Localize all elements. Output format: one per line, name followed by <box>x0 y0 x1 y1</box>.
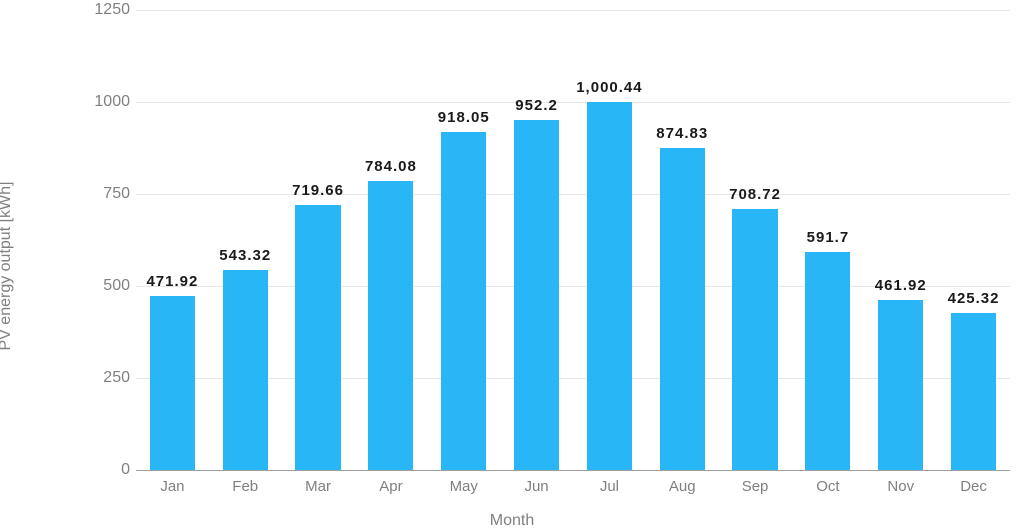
pv-output-bar-chart: PV energy output [kWh] Month 0 250 500 750 1… <box>0 0 1024 532</box>
x-tick-label: Nov <box>887 478 914 495</box>
bar-value-label: 591.7 <box>807 229 850 246</box>
bar <box>951 313 996 470</box>
x-tick-label: Mar <box>305 478 331 495</box>
y-tick-label: 500 <box>80 277 130 295</box>
y-tick-label: 1250 <box>80 1 130 19</box>
bar <box>805 252 850 470</box>
bar-value-label: 461.92 <box>875 277 927 294</box>
bar-slot: 1,000.44Jul <box>573 10 646 470</box>
y-tick-label: 1000 <box>80 93 130 111</box>
bar-value-label: 784.08 <box>365 158 417 175</box>
x-axis-label: Month <box>490 512 534 530</box>
y-tick-label: 250 <box>80 369 130 387</box>
x-tick-label: Aug <box>669 478 696 495</box>
bar-slot: 425.32Dec <box>937 10 1010 470</box>
bar-value-label: 1,000.44 <box>576 79 642 96</box>
bar-value-label: 952.2 <box>515 97 558 114</box>
bar-slot: 461.92Nov <box>864 10 937 470</box>
bar <box>587 102 632 470</box>
x-tick-label: Feb <box>232 478 258 495</box>
baseline <box>136 470 1010 471</box>
y-tick-label: 750 <box>80 185 130 203</box>
bar <box>150 296 195 470</box>
bar-slot: 952.2Jun <box>500 10 573 470</box>
bar-slot: 543.32Feb <box>209 10 282 470</box>
x-tick-label: Dec <box>960 478 987 495</box>
bar <box>878 300 923 470</box>
bar-value-label: 471.92 <box>146 273 198 290</box>
x-tick-label: Jun <box>524 478 548 495</box>
bar <box>441 132 486 470</box>
bar-value-label: 543.32 <box>219 247 271 264</box>
bar-value-label: 874.83 <box>656 125 708 142</box>
x-tick-label: May <box>450 478 478 495</box>
bar-slot: 918.05May <box>427 10 500 470</box>
bar-slot: 471.92Jan <box>136 10 209 470</box>
x-tick-label: Jul <box>600 478 619 495</box>
bar <box>295 205 340 470</box>
bar-slot: 719.66Mar <box>282 10 355 470</box>
bar-value-label: 708.72 <box>729 186 781 203</box>
bar-value-label: 425.32 <box>948 290 1000 307</box>
x-tick-label: Jan <box>160 478 184 495</box>
bars-container: 471.92Jan543.32Feb719.66Mar784.08Apr918.… <box>136 10 1010 470</box>
bar-slot: 708.72Sep <box>719 10 792 470</box>
bar-slot: 874.83Aug <box>646 10 719 470</box>
bar-slot: 591.7Oct <box>792 10 865 470</box>
y-tick-label: 0 <box>80 461 130 479</box>
bar-value-label: 719.66 <box>292 182 344 199</box>
x-tick-label: Oct <box>816 478 839 495</box>
plot-area: 025050075010001250 471.92Jan543.32Feb719… <box>80 10 1010 470</box>
bar <box>368 181 413 470</box>
bar-slot: 784.08Apr <box>355 10 428 470</box>
x-tick-label: Apr <box>379 478 402 495</box>
bar <box>514 120 559 470</box>
x-tick-label: Sep <box>742 478 769 495</box>
y-axis-label: PV energy output [kWh] <box>0 182 15 351</box>
bar-value-label: 918.05 <box>438 109 490 126</box>
bar <box>223 270 268 470</box>
bar <box>732 209 777 470</box>
bar <box>660 148 705 470</box>
